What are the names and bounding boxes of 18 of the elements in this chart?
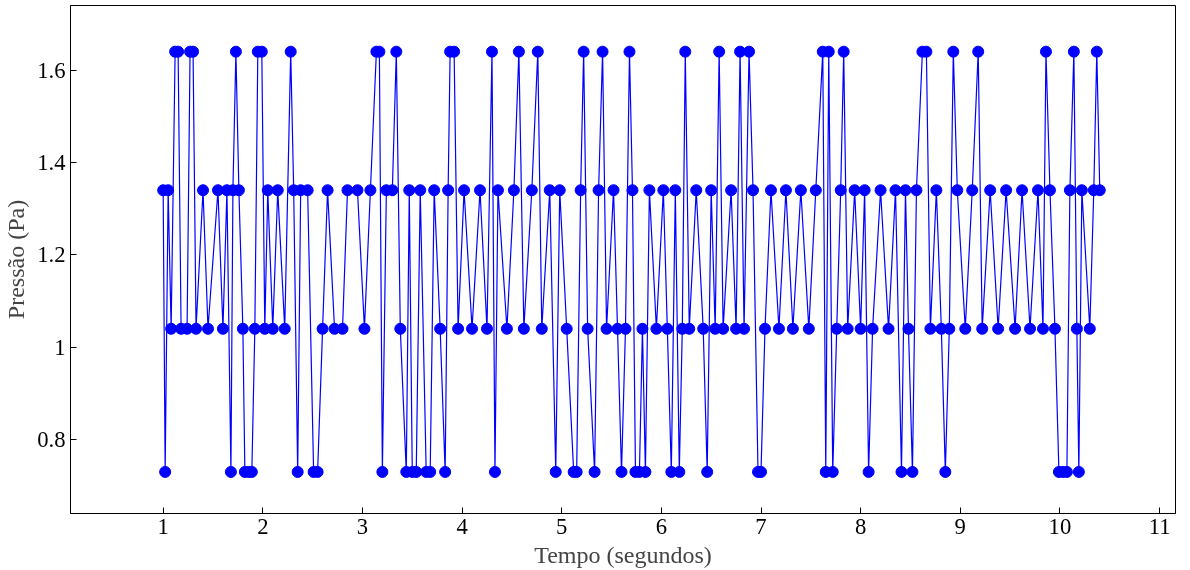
x-tick-label: 9 xyxy=(954,513,966,539)
x-axis-title: Tempo (segundos) xyxy=(534,541,712,568)
y-axis-title: Pressão (Pa) xyxy=(3,199,30,320)
y-tick-label: 0.8 xyxy=(37,427,66,453)
x-tick-label: 10 xyxy=(1048,513,1072,539)
x-tick-label: 4 xyxy=(456,513,468,539)
x-tick-label: 7 xyxy=(755,513,767,539)
y-tick-label: 1.4 xyxy=(37,150,66,176)
y-tick-label: 1 xyxy=(54,334,66,360)
x-tick-label: 8 xyxy=(854,513,867,539)
y-tick-label: 1.6 xyxy=(37,57,66,83)
x-tick-label: 3 xyxy=(356,513,369,539)
x-tick-label: 5 xyxy=(556,513,568,539)
x-tick-label: 11 xyxy=(1148,513,1171,539)
x-tick-label: 1 xyxy=(157,513,169,539)
x-tick-label: 2 xyxy=(257,513,269,539)
y-tick-label: 1.2 xyxy=(37,242,66,268)
x-tick-label: 6 xyxy=(655,513,668,539)
